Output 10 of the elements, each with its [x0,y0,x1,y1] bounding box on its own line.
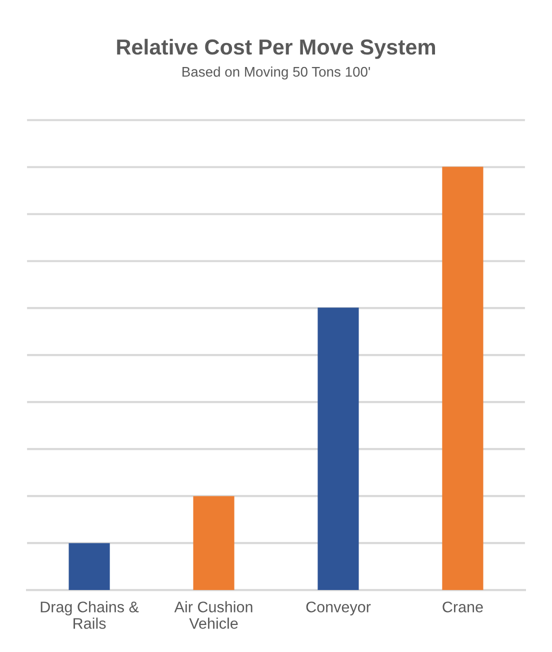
x-tick-label: Conveyor [306,602,371,616]
x-tick-label: Drag Chains & Rails [40,601,139,629]
chart-subtitle: Based on Moving 50 Tons 100' [182,66,370,80]
chart-title: Relative Cost Per Move System [117,38,436,59]
bar [68,543,110,590]
bar [193,496,234,590]
x-tick-label: Air Cushion Vehicle [174,601,252,629]
bar [442,166,484,590]
x-tick-label: Crane [442,602,483,612]
bar [318,308,359,590]
